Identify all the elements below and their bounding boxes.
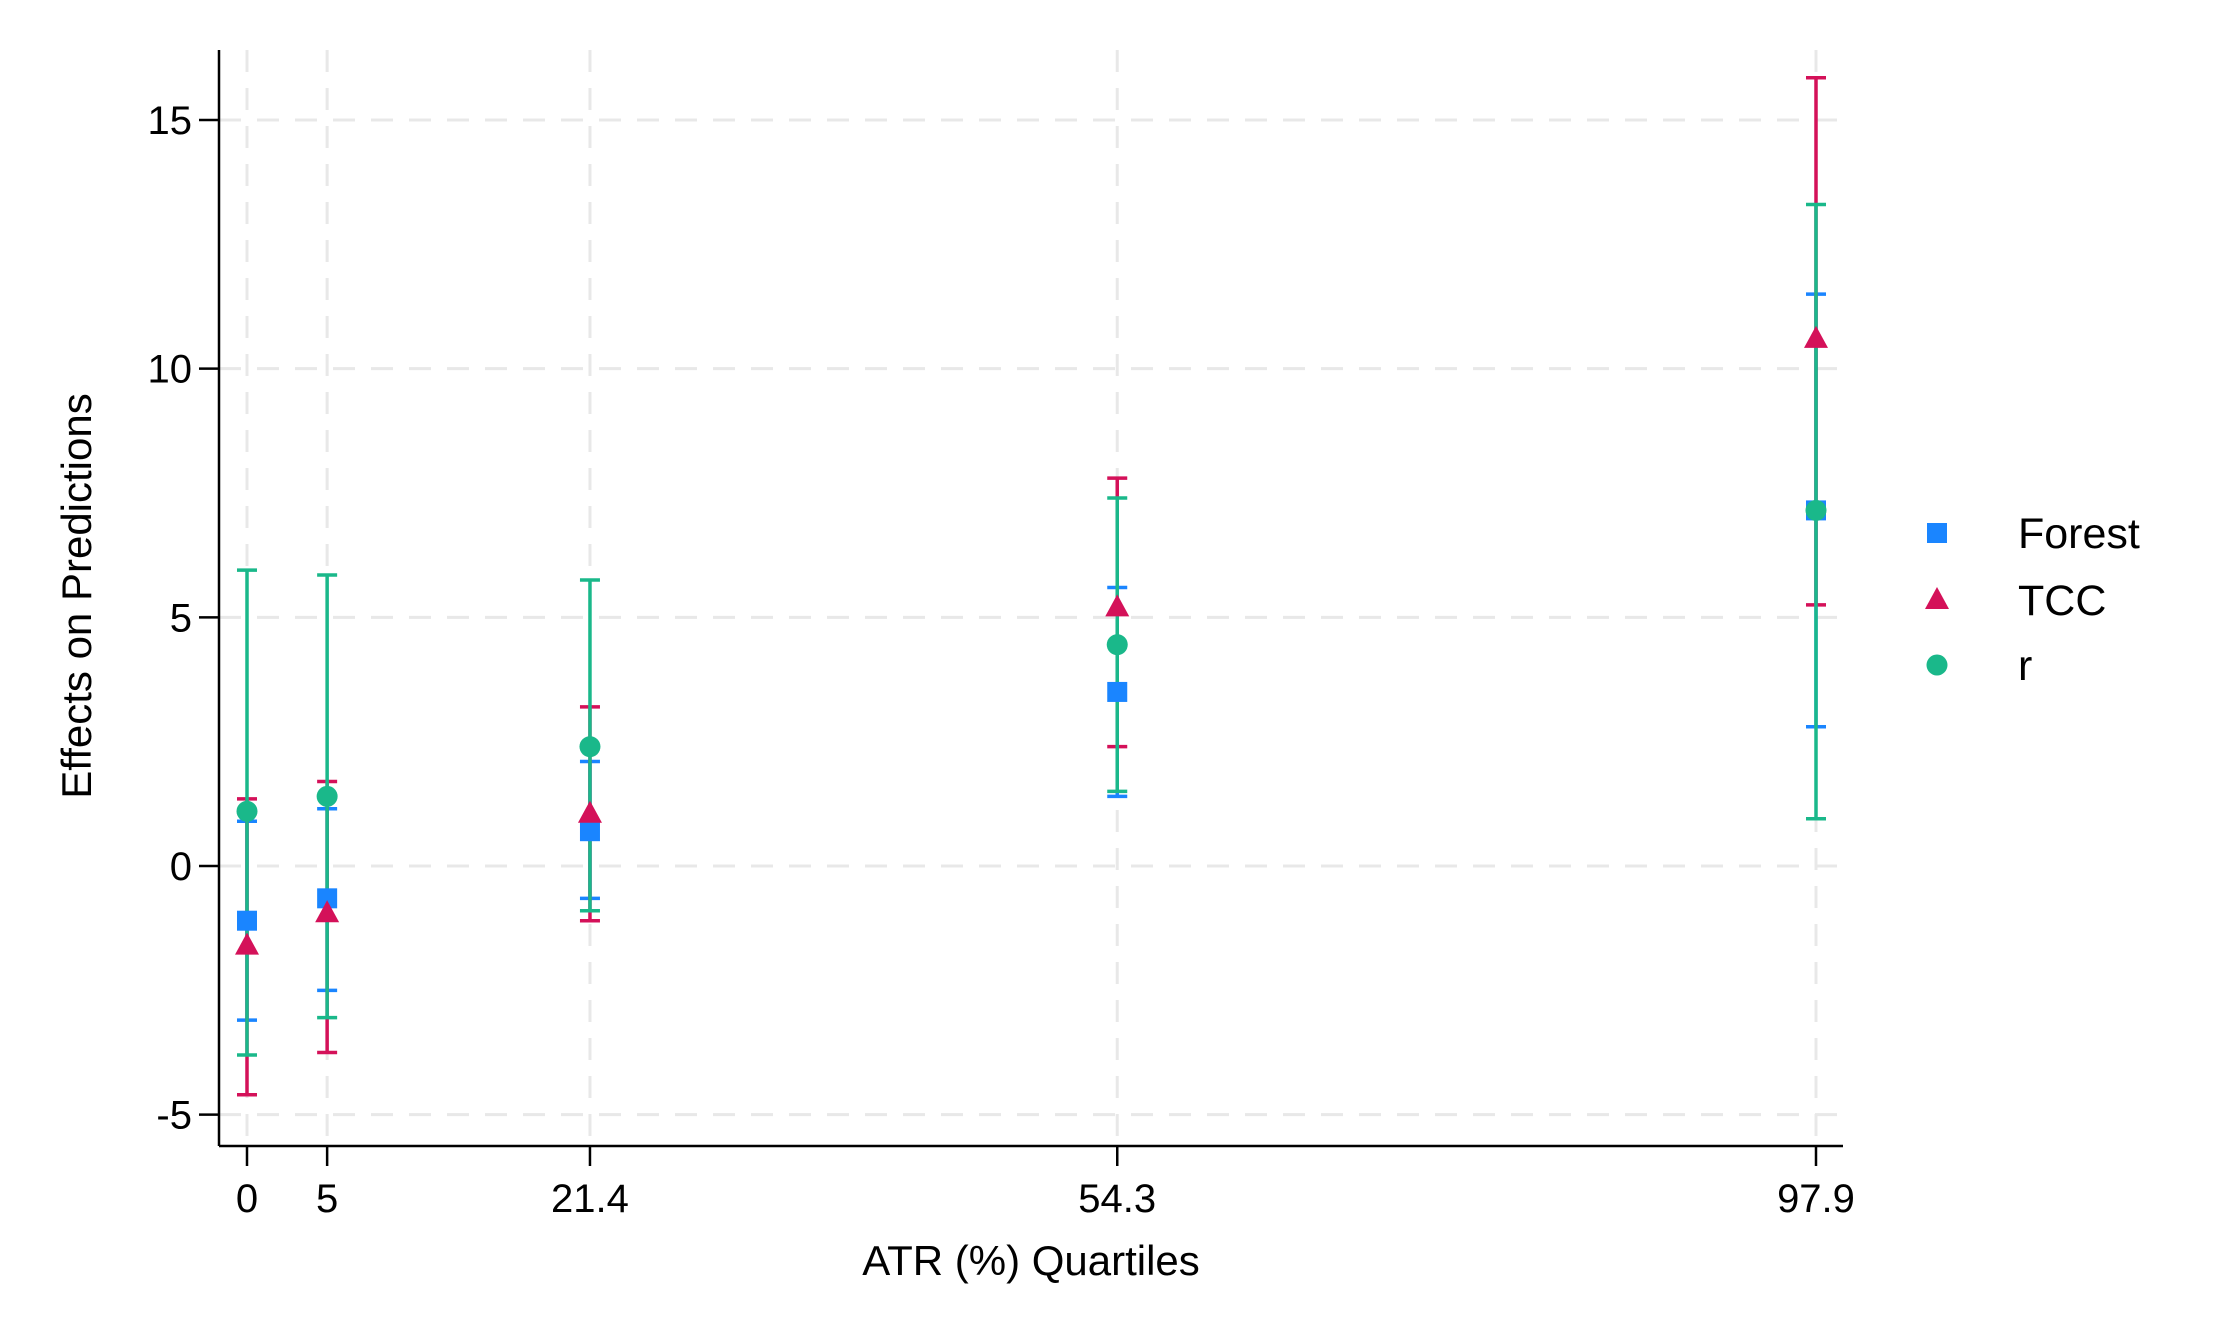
data-point <box>235 932 259 955</box>
data-point <box>236 800 258 822</box>
data-point <box>316 785 338 807</box>
legend-label: r <box>2018 642 2032 690</box>
x-tick-label: 21.4 <box>551 1177 629 1221</box>
grid <box>219 50 1843 1146</box>
error-bars <box>237 75 1826 1097</box>
y-axis-title: Effects on Predictions <box>53 393 100 798</box>
y-tick-label: 10 <box>148 348 193 392</box>
legend-label: TCC <box>2018 577 2106 625</box>
data-point <box>1805 499 1827 521</box>
y-tick-label: 0 <box>170 845 192 889</box>
y-tick-label: 15 <box>148 99 193 143</box>
data-point <box>1105 594 1130 617</box>
data-point <box>315 900 340 923</box>
y-tick-label: -5 <box>156 1094 192 1138</box>
data-point <box>579 736 601 758</box>
data-point <box>1107 681 1128 702</box>
data-markers <box>235 325 1828 955</box>
legend-label: Forest <box>2018 510 2140 558</box>
data-point <box>577 800 602 823</box>
legend-marker <box>1925 587 1949 609</box>
legend-marker <box>1926 654 1948 676</box>
y-tick-label: 5 <box>170 596 192 640</box>
x-axis-title: ATR (%) Quartiles <box>862 1237 1200 1284</box>
data-point <box>237 910 257 931</box>
x-tick-label: 5 <box>316 1177 338 1221</box>
legend: Forest TCC r <box>1925 510 2140 690</box>
legend-marker <box>1927 523 1947 543</box>
axes: -5 0 5 10 15 0 5 21.4 54.3 97.9 <box>148 50 1855 1221</box>
x-tick-label: 0 <box>236 1177 258 1221</box>
x-tick-label: 97.9 <box>1777 1177 1855 1221</box>
data-point <box>579 821 600 842</box>
x-tick-label: 54.3 <box>1078 1177 1156 1221</box>
data-point <box>317 888 338 909</box>
data-point <box>1804 325 1828 348</box>
data-point <box>1106 634 1128 656</box>
